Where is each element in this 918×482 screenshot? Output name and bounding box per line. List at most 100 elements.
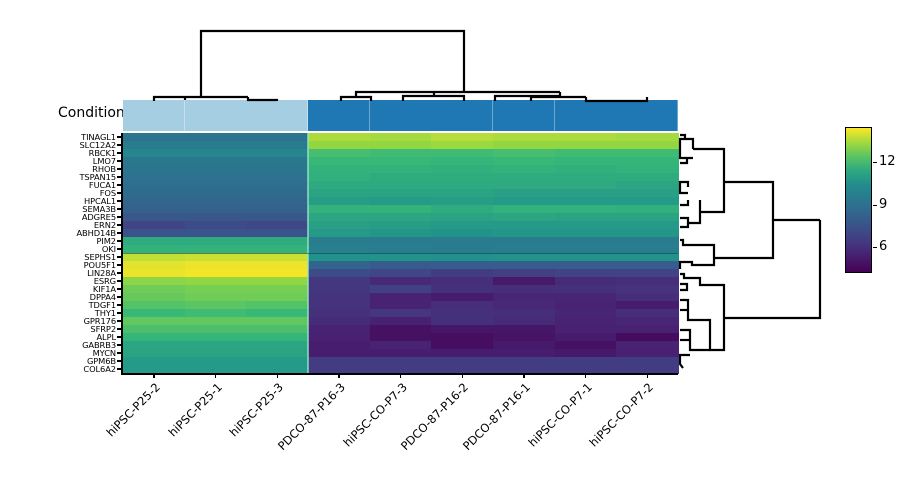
heatmap-cell xyxy=(308,269,371,278)
heatmap-cell xyxy=(308,149,371,158)
heatmap-cell xyxy=(554,141,617,150)
condition-cell xyxy=(431,100,494,131)
heatmap-cell xyxy=(369,205,432,214)
heatmap-cell xyxy=(308,205,371,214)
heatmap-cell xyxy=(616,165,679,174)
heatmap-cell xyxy=(616,157,679,166)
sample-tick xyxy=(646,373,648,378)
heatmap-cell xyxy=(184,317,247,326)
heatmap-cell xyxy=(431,285,494,294)
heatmap-cell xyxy=(431,165,494,174)
heatmap-cell xyxy=(308,317,371,326)
heatmap-cell xyxy=(123,277,186,286)
gene-tick xyxy=(117,208,122,210)
heatmap-cell xyxy=(554,341,617,350)
heatmap-cell xyxy=(554,165,617,174)
heatmap-cell xyxy=(184,341,247,350)
heatmap-cell xyxy=(616,237,679,246)
heatmap-cell xyxy=(369,269,432,278)
heatmap-cell xyxy=(493,181,556,190)
heatmap-cell xyxy=(493,157,556,166)
gene-tick xyxy=(117,240,122,242)
gene-label: GPM6B xyxy=(86,355,116,366)
heatmap-cell xyxy=(246,293,309,302)
heatmap-cell xyxy=(493,285,556,294)
condition-cell xyxy=(493,100,556,131)
heatmap-cell xyxy=(308,197,371,206)
heatmap-cell xyxy=(431,357,494,366)
heatmap-cell xyxy=(554,365,617,374)
heatmap-cell xyxy=(493,333,556,342)
heatmap-cell xyxy=(616,141,679,150)
heatmap-cell xyxy=(554,317,617,326)
heatmap-cell xyxy=(493,237,556,246)
condition-cell xyxy=(308,100,371,131)
heatmap-cell xyxy=(246,349,309,358)
heatmap-cell xyxy=(369,341,432,350)
heatmap-cell xyxy=(493,197,556,206)
heatmap-cell xyxy=(184,237,247,246)
heatmap-cell xyxy=(616,205,679,214)
gene-tick xyxy=(117,360,122,362)
heatmap-cell xyxy=(431,261,494,270)
sample-tick xyxy=(523,373,525,378)
heatmap-cell xyxy=(246,333,309,342)
heatmap-cell xyxy=(431,293,494,302)
heatmap-cell xyxy=(431,181,494,190)
heatmap-cell xyxy=(308,181,371,190)
gene-label: OKI xyxy=(101,243,116,254)
heatmap-cell xyxy=(123,141,186,150)
heatmap-cell xyxy=(123,229,186,238)
heatmap-cell xyxy=(184,293,247,302)
gene-tick xyxy=(117,216,122,218)
gene-tick xyxy=(117,192,122,194)
heatmap-cell xyxy=(308,365,371,374)
heatmap-cell xyxy=(246,245,309,254)
heatmap-cell xyxy=(493,221,556,230)
gene-tick xyxy=(117,352,122,354)
gene-label: ALPL xyxy=(96,331,116,342)
gene-tick xyxy=(117,312,122,314)
heatmap-cell xyxy=(246,253,309,262)
gene-label: MYCN xyxy=(92,347,116,358)
heatmap-cell xyxy=(246,213,309,222)
heatmap-cell xyxy=(554,269,617,278)
heatmap-cell xyxy=(308,213,371,222)
heatmap-cell xyxy=(554,213,617,222)
gene-label: SFRP2 xyxy=(90,323,116,334)
heatmap-cell xyxy=(493,325,556,334)
heatmap-cell xyxy=(493,269,556,278)
gene-tick xyxy=(117,256,122,258)
heatmap-cell xyxy=(123,157,186,166)
heatmap-cell xyxy=(616,253,679,262)
heatmap-cell xyxy=(246,149,309,158)
heatmap-cell xyxy=(431,301,494,310)
heatmap-cell xyxy=(616,245,679,254)
heatmap-cell xyxy=(184,261,247,270)
sample-tick xyxy=(461,373,463,378)
heatmap-cell xyxy=(369,261,432,270)
heatmap-cell xyxy=(369,149,432,158)
gene-tick xyxy=(117,344,122,346)
heatmap-cell xyxy=(616,325,679,334)
heatmap-cell xyxy=(616,277,679,286)
condition-cell xyxy=(369,100,432,131)
gene-tick xyxy=(117,320,122,322)
heatmap-cell xyxy=(554,285,617,294)
heatmap-cell xyxy=(308,221,371,230)
heatmap-cell xyxy=(493,189,556,198)
sample-tick xyxy=(214,373,217,378)
heatmap-cell xyxy=(554,181,617,190)
condition-cell xyxy=(184,100,247,131)
heatmap-cell xyxy=(308,141,371,150)
gene-tick xyxy=(117,296,122,298)
gene-tick xyxy=(117,144,122,146)
condition-cell xyxy=(554,100,617,131)
colorbar-tick xyxy=(873,162,877,164)
heatmap-cell xyxy=(616,357,679,366)
condition-cell xyxy=(123,100,186,131)
heatmap-cell xyxy=(616,221,679,230)
colorbar xyxy=(845,127,872,273)
heatmap-cell xyxy=(184,269,247,278)
